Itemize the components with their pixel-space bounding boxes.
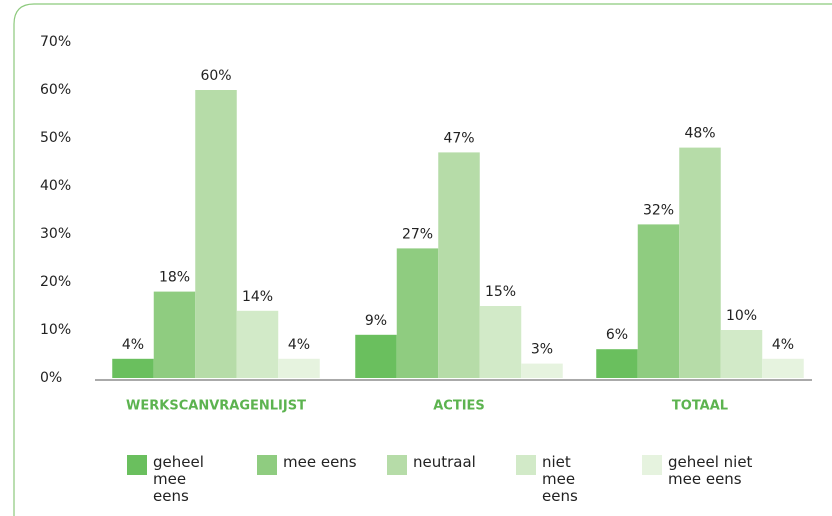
data-label: 48% (684, 126, 715, 142)
y-tick-label: 60% (40, 82, 71, 98)
legend-label: mee eens (283, 453, 357, 471)
bar (278, 358, 320, 378)
x-tick-label: TOTAAL (672, 399, 728, 414)
y-tick-label: 50% (40, 130, 71, 146)
legend-swatch (127, 455, 147, 475)
data-label: 9% (365, 313, 387, 329)
bar (762, 358, 804, 378)
bar (195, 90, 237, 378)
data-label: 3% (531, 342, 553, 358)
y-tick-label: 40% (40, 178, 71, 194)
legend-label: niet mee eens (542, 453, 578, 505)
legend-swatch (516, 455, 536, 475)
bar (637, 224, 680, 378)
y-tick-label: 20% (40, 274, 71, 290)
legend-swatch (642, 455, 662, 475)
bar (236, 310, 279, 378)
data-label: 15% (485, 284, 516, 300)
data-label: 4% (288, 337, 310, 353)
data-label: 6% (606, 327, 628, 343)
data-label: 27% (402, 226, 433, 242)
data-label: 4% (772, 337, 794, 353)
data-label: 18% (159, 270, 190, 286)
bar (355, 334, 397, 378)
bar (521, 363, 563, 378)
bar (596, 349, 638, 378)
y-tick-label: 30% (40, 226, 71, 242)
legend-label: geheel niet mee eens (668, 453, 753, 488)
data-label: 32% (643, 202, 674, 218)
legend-swatch (257, 455, 277, 475)
data-label: 14% (242, 289, 273, 305)
y-tick-label: 70% (40, 34, 71, 50)
bar (396, 248, 439, 378)
data-label: 10% (726, 308, 757, 324)
data-label: 4% (122, 337, 144, 353)
legend-label: geheel mee eens (153, 453, 204, 505)
x-tick-label: WERKSCANVRAGENLIJST (126, 399, 306, 414)
bar (153, 291, 196, 378)
x-tick-label: ACTIES (433, 399, 485, 414)
legend-swatch (387, 455, 407, 475)
legend-label: neutraal (413, 453, 476, 471)
frame (13, 3, 832, 516)
bar (112, 358, 154, 378)
y-tick-label: 10% (40, 322, 71, 338)
bar (679, 147, 721, 378)
bar (438, 152, 480, 378)
data-label: 47% (443, 130, 474, 146)
bar (720, 330, 763, 378)
y-tick-label: 0% (40, 370, 62, 386)
data-label: 60% (200, 68, 231, 84)
bar (479, 306, 522, 378)
